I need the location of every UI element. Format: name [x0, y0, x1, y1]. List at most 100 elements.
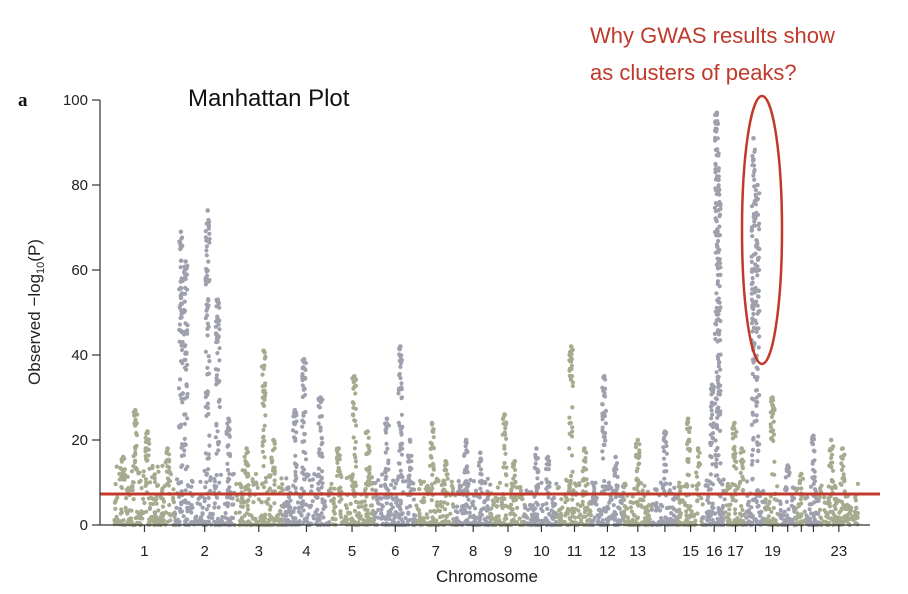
- snp-point: [710, 482, 716, 487]
- snp-point: [511, 476, 516, 481]
- peak-top-point: [183, 259, 188, 264]
- snp-point: [850, 514, 855, 519]
- snp-point: [717, 308, 722, 313]
- snp-point: [477, 495, 482, 500]
- snp-point: [178, 359, 184, 364]
- snp-point: [482, 500, 487, 505]
- snp-point: [714, 457, 719, 462]
- snp-point: [817, 495, 822, 500]
- snp-point: [831, 444, 836, 449]
- snp-point: [841, 515, 846, 520]
- snp-point: [367, 478, 372, 483]
- snp-point: [383, 466, 388, 471]
- snp-point: [179, 489, 184, 494]
- peak-top-point: [709, 382, 715, 388]
- snp-point: [592, 489, 597, 494]
- snp-point: [463, 444, 468, 449]
- snp-point: [206, 503, 211, 508]
- chromosome-2-points: [173, 208, 237, 528]
- snp-point: [773, 518, 778, 523]
- snp-point: [284, 476, 289, 481]
- snp-point: [139, 486, 144, 491]
- snp-point: [155, 464, 160, 469]
- snp-point: [684, 421, 690, 426]
- snp-point: [203, 349, 208, 354]
- snp-point: [207, 359, 212, 364]
- snp-point: [716, 356, 721, 361]
- snp-point: [141, 469, 146, 474]
- snp-point: [244, 484, 249, 489]
- snp-point: [755, 264, 760, 269]
- snp-point: [543, 516, 548, 521]
- snp-point: [520, 497, 525, 502]
- snp-point: [470, 500, 475, 505]
- snp-point: [293, 453, 298, 458]
- snp-point: [154, 501, 159, 506]
- snp-point: [570, 429, 575, 434]
- chromosome-15-points: [676, 416, 705, 528]
- snp-point: [772, 408, 777, 413]
- chromosome-label-1: 1: [140, 543, 148, 560]
- peak-top-point: [443, 459, 448, 464]
- chromosome-7-points: [414, 420, 458, 528]
- snp-point: [602, 435, 607, 440]
- snp-point: [274, 513, 280, 519]
- snp-point: [430, 461, 436, 466]
- peak-top-point: [226, 416, 231, 422]
- snp-point: [359, 504, 365, 509]
- snp-point: [795, 486, 800, 491]
- snp-point: [403, 479, 408, 484]
- chromosome-label-13: 13: [629, 543, 646, 560]
- peak-top-point: [716, 174, 721, 179]
- snp-point: [710, 462, 715, 467]
- snp-point: [664, 451, 670, 456]
- snp-point: [405, 518, 410, 523]
- snp-point: [706, 487, 711, 492]
- snp-point: [482, 517, 487, 522]
- snp-point: [570, 508, 575, 513]
- snp-point: [763, 507, 769, 512]
- snp-point: [396, 391, 401, 396]
- snp-point: [388, 507, 393, 513]
- snp-point: [668, 516, 673, 521]
- snp-point: [390, 496, 395, 501]
- snp-point: [751, 311, 756, 317]
- snp-point: [204, 480, 209, 485]
- snp-point: [421, 495, 426, 501]
- snp-point: [690, 483, 695, 488]
- x-axis-title: Chromosome: [436, 567, 538, 586]
- snp-point: [713, 511, 718, 516]
- peak-top-point: [463, 437, 469, 443]
- snp-point: [462, 470, 467, 475]
- snp-point: [223, 515, 228, 520]
- snp-point: [429, 482, 435, 487]
- snp-point: [166, 457, 172, 462]
- snp-point: [749, 269, 755, 274]
- chromosome-4-points: [281, 357, 332, 528]
- snp-point: [613, 467, 618, 472]
- snp-point: [203, 229, 208, 234]
- snp-point: [476, 463, 481, 468]
- snp-point: [512, 496, 517, 501]
- snp-point: [300, 470, 305, 475]
- snp-point: [270, 448, 275, 453]
- snp-point: [606, 506, 611, 511]
- snp-point: [497, 518, 502, 523]
- snp-point: [261, 403, 267, 408]
- snp-point: [621, 485, 627, 490]
- snp-point: [736, 484, 741, 490]
- snp-point: [207, 433, 212, 438]
- snp-point: [223, 510, 228, 516]
- snp-point: [365, 511, 370, 516]
- snp-point: [294, 464, 299, 469]
- snp-point: [769, 509, 774, 514]
- snp-point: [409, 459, 414, 464]
- snp-point: [503, 513, 508, 518]
- snp-point: [414, 503, 419, 508]
- snp-point: [205, 333, 210, 338]
- snp-point: [383, 477, 388, 482]
- snp-point: [550, 497, 555, 502]
- snp-point: [504, 436, 509, 441]
- snp-point: [536, 485, 541, 490]
- snp-point: [352, 452, 357, 457]
